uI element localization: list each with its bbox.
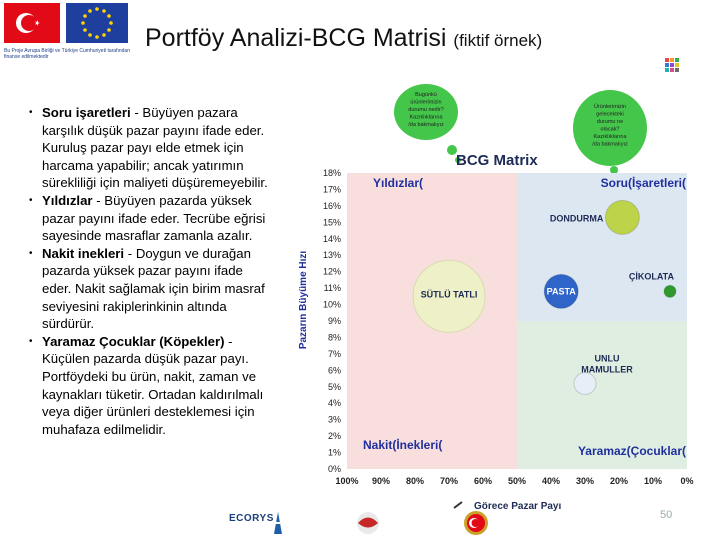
bcg-matrix-chart: Bugünkü ürünlerimizin durumu nedir? Kazıklı… <box>298 84 694 512</box>
quadrant-label-question-marks: Soru(İşaretleri( <box>601 175 686 190</box>
y-tick-label: 17% <box>323 184 341 194</box>
point-label: SÜTLÜ TATLI <box>421 289 478 299</box>
chart-points: SÜTLÜ TATLI DONDURMA PASTA ÇİKOLATA UNLUMAMU… <box>412 199 677 395</box>
bullet-stars: • Yıldızlar - Büyüyen pazarda yüksek paza… <box>29 192 266 244</box>
chart-title: BCG Matrix <box>456 152 538 169</box>
y-tick-label: 18% <box>323 168 341 178</box>
y-tick-label: 5% <box>328 382 341 392</box>
y-tick-label: 3% <box>328 415 341 425</box>
callout-line: Bugünkü <box>415 92 437 98</box>
y-tick-label: 7% <box>328 349 341 359</box>
quadrant-label-dogs: Yaramaz(Çocuklar( <box>578 444 686 458</box>
y-tick-label: 0% <box>328 464 341 474</box>
x-axis-ticks: 100% 90% 80% 70% 60% 50% 40% 30% 20% 10% 0% <box>335 476 693 486</box>
logo-caption: Bu Proje Avrupa Birliği ve Türkiye Cumhu… <box>4 48 130 60</box>
quadrant-dogs <box>517 321 687 469</box>
callout-line: Kazıklıklarına <box>593 134 627 140</box>
x-tick-label: 100% <box>335 476 358 486</box>
x-tick-label: 40% <box>542 476 560 486</box>
page-number: 50 <box>660 509 673 521</box>
y-tick-label: 16% <box>323 201 341 211</box>
x-tick-label: 30% <box>576 476 594 486</box>
eu-turkey-flags-logo <box>4 3 128 43</box>
y-tick-label: 9% <box>328 316 341 326</box>
x-tick-label: 90% <box>372 476 390 486</box>
callout-line: gelecekteki <box>596 112 624 118</box>
y-tick-label: 14% <box>323 234 341 244</box>
footer-logos <box>274 511 488 535</box>
x-tick-label: 50% <box>508 476 526 486</box>
x-tick-label: 70% <box>440 476 458 486</box>
callout-line: olacak? <box>601 127 620 133</box>
point-çi̇kolata <box>663 284 677 298</box>
callout-line: Kazıklıklarına <box>409 115 443 121</box>
x-tick-label: 60% <box>474 476 492 486</box>
callout-line: /da bakmalıyız <box>408 122 444 128</box>
bullet-question-marks: • Soru işaretleri - Büyüyen pazara karşıl… <box>29 105 268 191</box>
bullet-dot-icon: • <box>29 247 33 259</box>
point-label: UNLU <box>595 353 620 363</box>
page-title: Portföy Analizi-BCG Matrisi (fiktif örne… <box>145 24 542 53</box>
partner-logo-icon <box>665 58 679 72</box>
quadrant-question-marks <box>517 173 687 321</box>
bullet-dogs: • Yaramaz Çocuklar (Köpekler) - Küçülen p… <box>29 333 264 437</box>
title-subtitle: (fiktif örnek) <box>453 31 543 50</box>
point-label: MAMULLER <box>581 364 633 374</box>
callout-future-text: Ürünlerimizin gelecekteki durumu ne olacak?… <box>592 103 628 148</box>
pen-icon <box>453 501 463 509</box>
y-tick-label: 2% <box>328 431 341 441</box>
callout-line: Ürünlerimizin <box>594 103 626 110</box>
y-tick-label: 6% <box>328 365 341 375</box>
bullet-dot-icon: • <box>29 335 33 347</box>
y-tick-label: 8% <box>328 332 341 342</box>
x-tick-label: 20% <box>610 476 628 486</box>
y-tick-label: 15% <box>323 217 341 227</box>
callout-current-text: Bugünkü ürünlerimizin durumu nedir? Kazıklı… <box>408 92 444 128</box>
y-tick-label: 1% <box>328 448 341 458</box>
callout-line: durumu ne <box>597 119 623 125</box>
bcg-bullet-list: • Soru işaretleri - Büyüyen pazara karşıl… <box>22 104 270 438</box>
bullet-cash-cows: • Nakit inekleri - Doygun ve durağan paza… <box>29 245 265 332</box>
ministry-logo-icon <box>357 512 379 534</box>
y-tick-label: 11% <box>324 283 341 293</box>
title-main: Portföy Analizi-BCG Matrisi <box>145 24 447 52</box>
x-tick-label: 0% <box>680 476 693 486</box>
quadrant-label-cash-cows: Nakit(İnekleri( <box>363 437 442 452</box>
bullet-dot-icon: • <box>29 107 33 118</box>
callout-line: /da bakmalıyız <box>592 142 628 148</box>
callout-current: Bugünkü ürünlerimizin durumu nedir? Kazıklı… <box>394 84 461 163</box>
quadrant-cash-cows <box>347 321 517 469</box>
y-tick-label: 4% <box>328 398 341 408</box>
point-label: PASTA <box>547 286 577 296</box>
point-dondurma <box>604 199 640 235</box>
y-tick-label: 10% <box>323 300 341 310</box>
point-label: ÇİKOLATA <box>629 271 675 281</box>
callout-future: Ürünlerimizin gelecekteki durumu ne olacak?… <box>573 90 647 174</box>
point-unlu-mamuller <box>573 371 597 395</box>
point-label: DONDURMA <box>550 213 604 223</box>
bullet-dot-icon: • <box>29 194 33 206</box>
x-tick-label: 80% <box>406 476 424 486</box>
y-axis-ticks: 0% 1% 2% 3% 4% 5% 6% 7% 8% 9% 10% 11% 12% 13% 14% 15% 16… <box>323 168 341 474</box>
y-tick-label: 12% <box>323 267 341 277</box>
x-tick-label: 10% <box>644 476 662 486</box>
callout-line: ürünlerimizin <box>410 100 441 106</box>
x-axis-label: Görece Pazar Payı <box>474 501 561 512</box>
callout-line: durumu nedir? <box>408 107 443 113</box>
turkish-emblem-icon <box>464 511 488 535</box>
y-tick-label: 13% <box>323 250 341 260</box>
quadrant-label-stars: Yıldızlar( <box>373 176 423 190</box>
point-sütlü-tatli <box>412 259 486 333</box>
point-pasta <box>543 273 579 309</box>
ecorys-logo-text: ECORYS <box>229 513 274 524</box>
y-axis-label: Pazarın Büyüme Hızı <box>298 251 309 350</box>
x-axis-label-group: Görece Pazar Payı <box>453 501 561 512</box>
